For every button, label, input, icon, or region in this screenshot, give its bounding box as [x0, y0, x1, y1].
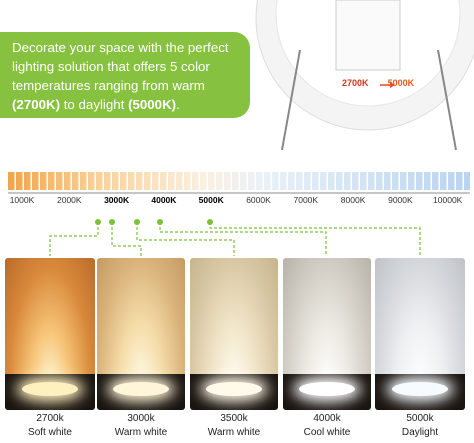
scale-label: 10000K	[433, 195, 463, 205]
scale-label: 8000K	[340, 195, 366, 205]
fixture-range: 2700K 5000K	[342, 78, 414, 88]
light-disk	[22, 382, 78, 396]
callout-text: to daylight	[60, 97, 129, 112]
light-panel	[283, 258, 371, 410]
callout-bold: (2700K)	[12, 97, 61, 112]
light-disk	[299, 382, 355, 396]
fixture-label-plate	[335, 0, 401, 71]
arrow-head	[390, 82, 395, 88]
light-panel	[97, 258, 185, 410]
callout-text: .	[176, 97, 180, 112]
connectors	[49, 222, 421, 256]
scale-label: 1000K	[9, 195, 35, 205]
scale-label: 7000K	[293, 195, 319, 205]
panel-kelvin: 3000k	[127, 413, 155, 424]
clip	[281, 49, 301, 151]
panel-kelvin: 5000k	[406, 413, 434, 424]
scale-label: 2000K	[57, 195, 82, 205]
callout: Decorate your space with the perfect lig…	[0, 32, 250, 118]
light-disk	[113, 382, 169, 396]
panel-name: Soft white	[28, 427, 72, 438]
panel-name: Daylight	[401, 427, 439, 438]
scale-label: 6000K	[246, 195, 271, 205]
panel-kelvin: 3500k	[220, 413, 248, 424]
scale-gaps	[8, 172, 470, 190]
light-panel	[5, 258, 95, 410]
panel-name: Warm white	[207, 427, 261, 438]
callout-text: Decorate your space with the perfect lig…	[12, 40, 229, 93]
panel-name: Cool white	[303, 427, 351, 438]
connector-dots	[95, 219, 213, 225]
range-start: 2700K	[342, 78, 369, 88]
scale-label: 4000K	[151, 195, 177, 205]
panel-kelvin: 4000k	[313, 413, 341, 424]
panel-kelvin: 2700k	[36, 413, 64, 424]
callout-bold: (5000K)	[128, 97, 177, 112]
range-end: 5000K	[387, 78, 415, 88]
scale-label: 9000K	[388, 195, 413, 205]
scale-label: 5000K	[198, 195, 224, 205]
panel-name: Warm white	[114, 427, 168, 438]
light-disk	[206, 382, 262, 396]
light-disk	[392, 382, 448, 396]
light-panel	[190, 258, 278, 410]
light-panel	[375, 258, 465, 410]
scale-label: 3000K	[104, 195, 130, 205]
clip	[437, 49, 457, 151]
